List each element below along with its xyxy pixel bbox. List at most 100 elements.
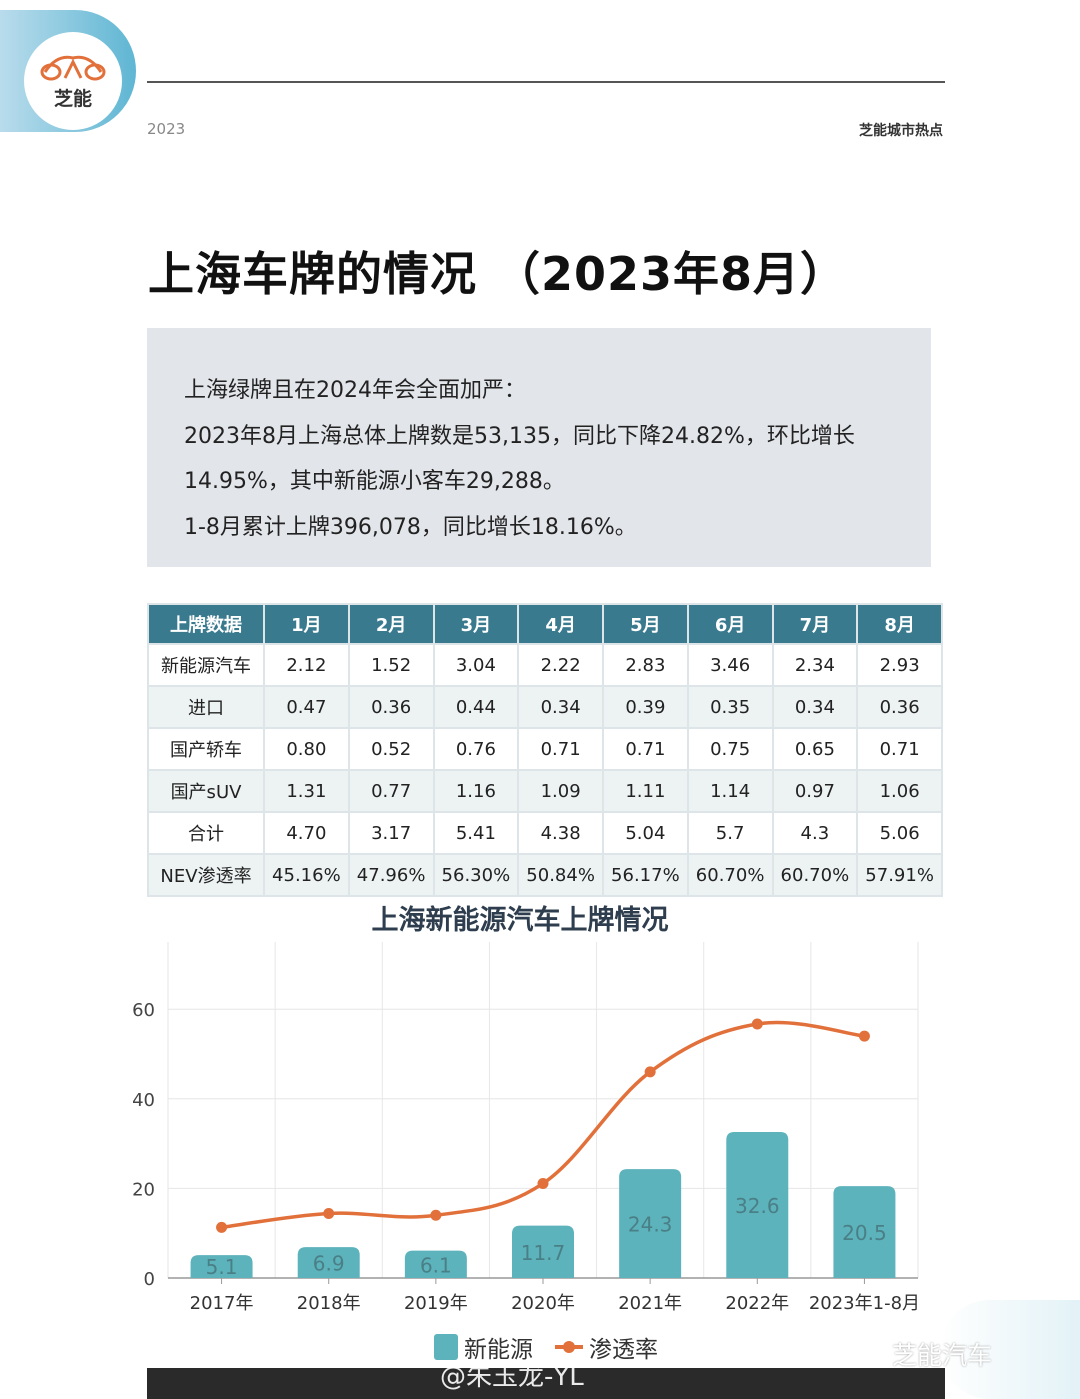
x-tick-label: 2020年 bbox=[511, 1293, 575, 1314]
chart-legend: 新能源 渗透率 bbox=[434, 1330, 658, 1364]
line-point bbox=[858, 1030, 870, 1042]
table-cell: 合计 bbox=[149, 813, 263, 853]
line-point bbox=[751, 1018, 763, 1030]
table-cell: 1.06 bbox=[858, 771, 941, 811]
table-cell: 进口 bbox=[149, 687, 263, 727]
table-cell: 5.41 bbox=[434, 813, 518, 853]
line-point bbox=[537, 1177, 549, 1189]
table-cell: 0.77 bbox=[349, 771, 433, 811]
table-cell: 2.34 bbox=[773, 645, 857, 685]
bar-value-label: 6.1 bbox=[420, 1253, 452, 1277]
table-cell: 0.76 bbox=[434, 729, 518, 769]
table-cell: 0.35 bbox=[688, 687, 772, 727]
table-cell: 2.12 bbox=[265, 645, 348, 685]
y-tick-label: 60 bbox=[132, 1000, 155, 1021]
bar bbox=[726, 1131, 789, 1278]
bar bbox=[833, 1186, 896, 1278]
table-cell: 47.96% bbox=[349, 855, 433, 895]
corner-logo-watermark bbox=[940, 1300, 1080, 1399]
table-cell: 0.36 bbox=[858, 687, 941, 727]
table-cell: 57.91% bbox=[858, 855, 941, 895]
brand-label: 芝能城市热点 bbox=[859, 123, 943, 139]
y-tick-label: 40 bbox=[132, 1090, 155, 1111]
table-cell: 0.44 bbox=[434, 687, 518, 727]
bar bbox=[404, 1250, 467, 1278]
table-cell: 1.09 bbox=[519, 771, 602, 811]
table-cell: 0.52 bbox=[349, 729, 433, 769]
bar bbox=[190, 1255, 253, 1278]
bar-value-label: 11.7 bbox=[521, 1241, 566, 1265]
table-cell: 5.04 bbox=[604, 813, 687, 853]
logo-text: 芝能 bbox=[53, 87, 92, 110]
table-cell: 5.06 bbox=[858, 813, 941, 853]
table-cell: 5.7 bbox=[688, 813, 772, 853]
bar bbox=[512, 1225, 574, 1278]
x-tick-label: 2019年 bbox=[404, 1293, 468, 1314]
logo-band: 芝能 bbox=[0, 10, 136, 132]
bar bbox=[297, 1247, 360, 1278]
table-row: NEV渗透率 45.16% 47.96% 56.30% 50.84% 56.17% 60.7… bbox=[149, 855, 941, 895]
bar-value-label: 24.3 bbox=[628, 1213, 673, 1237]
table-cell: 60.70% bbox=[688, 855, 772, 895]
summary-line: 上海绿牌且在2024年会全面加严： bbox=[184, 378, 526, 403]
summary-line: 1-8月累计上牌396,078，同比增长18.16%。 bbox=[184, 514, 637, 540]
legend-label-line: 渗透率 bbox=[589, 1337, 658, 1363]
table-cell: 0.75 bbox=[688, 729, 772, 769]
car-logo-icon bbox=[40, 55, 106, 80]
table-cell: 0.39 bbox=[604, 687, 687, 727]
table-cell: 0.34 bbox=[773, 687, 857, 727]
table-row: 进口 0.47 0.36 0.44 0.34 0.39 0.35 0.34 0.36 bbox=[149, 687, 941, 727]
table-header-cell: 8月 bbox=[858, 605, 941, 643]
table-cell: 4.38 bbox=[519, 813, 602, 853]
bottom-bar bbox=[147, 1368, 945, 1399]
table-cell: 1.11 bbox=[604, 771, 687, 811]
legend-line-marker bbox=[555, 1341, 583, 1353]
line-point bbox=[323, 1207, 335, 1219]
table-row: 国产轿车 0.80 0.52 0.76 0.71 0.71 0.75 0.65 0.71 bbox=[149, 729, 941, 769]
table-cell: 0.80 bbox=[265, 729, 348, 769]
summary-line: 14.95%，其中新能源小客车29,288。 bbox=[184, 469, 565, 494]
x-tick-label: 2022年 bbox=[725, 1293, 789, 1314]
table-cell: 1.31 bbox=[265, 771, 348, 811]
table-cell: 45.16% bbox=[265, 855, 348, 895]
table-cell: 0.47 bbox=[265, 687, 348, 727]
table-cell: 2.83 bbox=[604, 645, 687, 685]
bar bbox=[619, 1169, 682, 1278]
table-cell: 56.30% bbox=[434, 855, 518, 895]
table-header-cell: 5月 bbox=[604, 605, 687, 643]
table-cell: 3.46 bbox=[688, 645, 772, 685]
table-cell: 0.71 bbox=[858, 729, 941, 769]
y-tick-label: 20 bbox=[132, 1179, 155, 1200]
table-cell: 56.17% bbox=[604, 855, 687, 895]
table-cell: 2.93 bbox=[858, 645, 941, 685]
summary-box: 上海绿牌且在2024年会全面加严： 2023年8月上海总体上牌数是53,135，… bbox=[147, 328, 931, 567]
year-label: 2023 bbox=[147, 120, 186, 138]
table-cell: 1.16 bbox=[434, 771, 518, 811]
x-tick-label: 2018年 bbox=[297, 1293, 361, 1314]
table-cell: 0.71 bbox=[519, 729, 602, 769]
table-cell: 1.14 bbox=[688, 771, 772, 811]
table-cell: 0.65 bbox=[773, 729, 857, 769]
line-point bbox=[644, 1066, 656, 1078]
table-row: 新能源汽车 2.12 1.52 3.04 2.22 2.83 3.46 2.34 2.93 bbox=[149, 645, 941, 685]
line-point bbox=[430, 1209, 442, 1221]
legend-label-bar: 新能源 bbox=[464, 1337, 533, 1363]
table-cell: 0.97 bbox=[773, 771, 857, 811]
table-cell: 60.70% bbox=[773, 855, 857, 895]
table-cell: 3.04 bbox=[434, 645, 518, 685]
weibo-watermark: @朱玉龙-YL bbox=[440, 1362, 584, 1392]
table-header-cell: 6月 bbox=[688, 605, 772, 643]
table-cell: 0.36 bbox=[349, 687, 433, 727]
x-tick-label: 2023年1-8月 bbox=[809, 1293, 920, 1314]
table-header-cell: 1月 bbox=[265, 605, 348, 643]
wechat-watermark: 芝能汽车 bbox=[892, 1341, 993, 1370]
table-cell: 国产sUV bbox=[149, 771, 263, 811]
x-tick-label: 2017年 bbox=[190, 1293, 254, 1314]
table-row: 国产sUV 1.31 0.77 1.16 1.09 1.11 1.14 0.97 1.06 bbox=[149, 771, 941, 811]
table-cell: 新能源汽车 bbox=[149, 645, 263, 685]
legend-bar-swatch bbox=[434, 1334, 458, 1360]
table-row: 合计 4.70 3.17 5.41 4.38 5.04 5.7 4.3 5.06 bbox=[149, 813, 941, 853]
header-rule bbox=[147, 81, 945, 83]
table-header-cell: 2月 bbox=[349, 605, 433, 643]
